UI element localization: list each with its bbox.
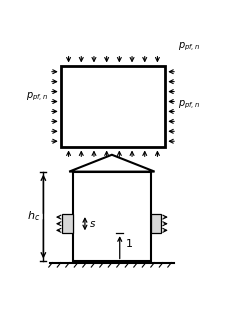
Text: $p_{pf,n}$: $p_{pf,n}$: [177, 40, 200, 53]
Bar: [72, 172, 151, 261]
Text: $h_c$: $h_c$: [27, 210, 40, 224]
Polygon shape: [69, 155, 154, 172]
Bar: [62, 214, 72, 233]
Text: $s$: $s$: [88, 219, 95, 229]
Text: $p_{pf,n}$: $p_{pf,n}$: [25, 90, 48, 103]
Text: $p_{pf,n}$: $p_{pf,n}$: [177, 99, 200, 111]
Bar: [61, 66, 164, 147]
Bar: [151, 214, 161, 233]
Text: $1$: $1$: [124, 237, 132, 249]
